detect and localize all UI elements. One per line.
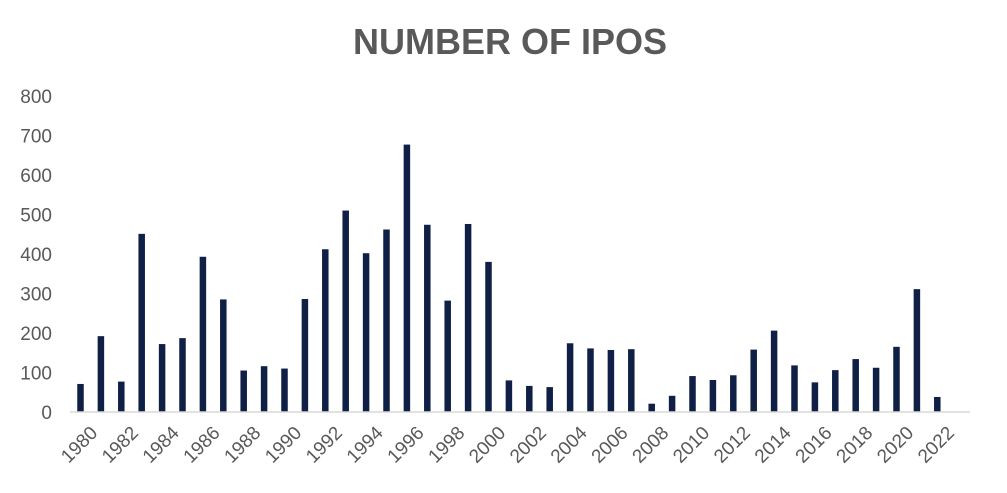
x-tick-label: 2012 — [710, 423, 755, 468]
bar-2001 — [505, 380, 513, 412]
x-tick-label: 2002 — [506, 423, 551, 468]
x-tick-label: 2000 — [465, 423, 510, 468]
bar-2000 — [485, 261, 492, 412]
x-tick-label: 2020 — [873, 423, 918, 468]
bar-1985 — [179, 338, 186, 412]
bar-2003 — [546, 387, 553, 412]
chart-title: NUMBER OF IPOS — [353, 21, 667, 62]
bar-1992 — [322, 249, 329, 412]
x-tick-label: 2018 — [833, 423, 878, 468]
bar-2004 — [566, 343, 574, 412]
x-axis-ticks: 1980198219841986198819901992199419961998… — [57, 422, 959, 467]
bar-1995 — [383, 229, 390, 412]
bar-1982 — [118, 381, 125, 412]
x-tick-label: 2014 — [751, 422, 796, 467]
bar-1988 — [240, 370, 247, 412]
bar-2013 — [750, 349, 757, 412]
bar-2022 — [934, 396, 941, 412]
x-tick-label: 1994 — [343, 422, 388, 467]
x-tick-label: 2022 — [914, 423, 959, 468]
x-tick-label: 2010 — [669, 423, 714, 468]
y-axis-ticks: 0 100 200 300 400 500 600 700 800 — [20, 87, 52, 424]
x-tick-label: 2016 — [792, 423, 837, 468]
x-tick-label: 1986 — [180, 423, 225, 468]
x-tick-label: 1990 — [261, 423, 306, 468]
bar-1986 — [199, 256, 207, 412]
x-tick-label: 1992 — [302, 423, 347, 468]
bar-1994 — [362, 253, 370, 412]
bar-series — [77, 144, 941, 412]
bar-1996 — [403, 144, 411, 412]
bar-2015 — [791, 365, 798, 412]
bar-1997 — [424, 224, 431, 412]
bar-2020 — [893, 346, 900, 412]
bar-1990 — [281, 368, 288, 412]
x-tick-label: 2006 — [588, 423, 633, 468]
bar-1999 — [464, 223, 472, 412]
x-tick-label: 1980 — [57, 423, 102, 468]
bar-1981 — [97, 336, 105, 412]
bar-1984 — [158, 344, 166, 412]
bar-2005 — [587, 348, 594, 412]
bar-1987 — [220, 299, 227, 412]
y-tick-label: 600 — [20, 166, 52, 187]
bar-2006 — [607, 349, 615, 412]
bar-1991 — [301, 299, 309, 412]
y-tick-label: 0 — [41, 403, 52, 424]
bar-1989 — [260, 366, 268, 412]
x-tick-label: 1984 — [139, 422, 184, 467]
y-tick-label: 700 — [20, 127, 52, 148]
x-tick-label: 1996 — [384, 423, 429, 468]
y-tick-label: 300 — [20, 285, 52, 306]
bar-2021 — [913, 289, 921, 412]
x-tick-label: 1988 — [221, 423, 266, 468]
bar-2012 — [730, 375, 737, 412]
bar-2007 — [628, 349, 635, 412]
y-tick-label: 500 — [20, 206, 52, 227]
y-tick-label: 800 — [20, 87, 52, 108]
x-tick-label: 1982 — [98, 423, 143, 468]
bar-2017 — [832, 370, 839, 412]
bar-2011 — [709, 380, 717, 412]
y-tick-label: 400 — [20, 245, 52, 266]
x-tick-label: 1998 — [425, 423, 470, 468]
bar-2009 — [668, 395, 676, 412]
bar-1980 — [77, 383, 84, 412]
bar-2008 — [648, 403, 655, 412]
bar-1998 — [444, 300, 451, 412]
y-tick-label: 200 — [20, 324, 52, 345]
y-tick-label: 100 — [20, 364, 52, 385]
bar-2010 — [689, 376, 696, 412]
bar-2016 — [811, 382, 819, 412]
bar-2019 — [872, 367, 880, 412]
x-tick-label: 2008 — [629, 423, 674, 468]
bar-2002 — [526, 385, 533, 412]
bar-1993 — [342, 210, 349, 412]
bar-1983 — [138, 233, 145, 412]
x-tick-label: 2004 — [547, 422, 592, 467]
bar-2014 — [770, 330, 778, 412]
bar-2018 — [852, 359, 859, 412]
